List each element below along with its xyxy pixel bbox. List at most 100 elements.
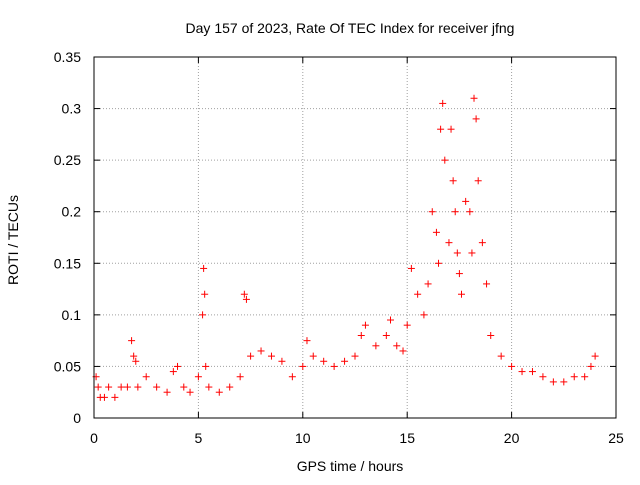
data-point	[591, 352, 599, 360]
data-point	[123, 383, 131, 391]
data-point	[128, 337, 136, 345]
data-point	[240, 290, 248, 298]
y-tick-label: 0.05	[54, 358, 81, 374]
data-point	[424, 280, 432, 288]
plot-frame	[93, 56, 617, 419]
data-point	[236, 373, 244, 381]
data-point	[226, 383, 234, 391]
data-point	[215, 388, 223, 396]
data-point	[439, 99, 447, 107]
data-point	[299, 362, 307, 370]
data-point	[320, 357, 328, 365]
data-point	[403, 321, 411, 329]
data-point	[453, 249, 461, 257]
data-point	[539, 373, 547, 381]
data-point	[451, 208, 459, 216]
x-tick-label: 15	[399, 430, 415, 446]
data-point	[200, 264, 208, 272]
data-point	[169, 368, 177, 376]
data-point	[560, 378, 568, 386]
data-point	[105, 383, 113, 391]
data-point	[382, 331, 390, 339]
data-point	[528, 368, 536, 376]
data-point	[134, 383, 142, 391]
x-tick-label: 5	[195, 430, 203, 446]
data-point	[100, 393, 108, 401]
data-point	[472, 115, 480, 123]
data-point	[441, 156, 449, 164]
tick-layer	[93, 56, 617, 419]
data-point	[455, 270, 463, 278]
data-point	[351, 352, 359, 360]
data-point	[153, 383, 161, 391]
x-axis-label: GPS time / hours	[297, 458, 404, 474]
data-point	[581, 373, 589, 381]
data-point	[267, 352, 275, 360]
data-layer	[92, 94, 599, 401]
y-tick-label: 0.3	[62, 101, 82, 117]
y-axis-label: ROTI / TECUs	[5, 195, 21, 285]
y-tick-label: 0.2	[62, 204, 82, 220]
data-point	[202, 362, 210, 370]
data-point	[94, 383, 102, 391]
data-point	[508, 362, 516, 370]
data-point	[549, 378, 557, 386]
data-point	[587, 362, 595, 370]
data-point	[132, 357, 140, 365]
x-tick-label: 10	[295, 430, 311, 446]
data-point	[435, 259, 443, 267]
data-point	[341, 357, 349, 365]
label-layer: 0 5 10 15 20 25 0 0.05 0.1 0.15 0.2 0.25 0.3 0.35	[54, 49, 624, 446]
data-point	[457, 290, 465, 298]
data-point	[462, 197, 470, 205]
data-point	[518, 368, 526, 376]
data-point	[407, 264, 415, 272]
data-point	[445, 239, 453, 247]
data-point	[174, 362, 182, 370]
x-tick-label: 20	[504, 430, 520, 446]
data-point	[257, 347, 265, 355]
data-point	[194, 373, 202, 381]
data-point	[470, 94, 478, 102]
data-point	[186, 388, 194, 396]
y-tick-label: 0.25	[54, 152, 81, 168]
y-tick-label: 0	[73, 410, 81, 426]
data-point	[432, 228, 440, 236]
data-point	[478, 239, 486, 247]
data-point	[428, 208, 436, 216]
data-point	[497, 352, 505, 360]
data-point	[393, 342, 401, 350]
data-point	[357, 331, 365, 339]
data-point	[447, 125, 455, 133]
data-point	[466, 208, 474, 216]
data-point	[205, 383, 213, 391]
data-point	[130, 352, 138, 360]
data-point	[111, 393, 119, 401]
data-point	[330, 362, 338, 370]
chart-title: Day 157 of 2023, Rate Of TEC Index for r…	[186, 20, 515, 36]
data-point	[247, 352, 255, 360]
data-point	[309, 352, 317, 360]
data-point	[278, 357, 286, 365]
data-point	[201, 290, 209, 298]
data-point	[414, 290, 422, 298]
data-point	[372, 342, 380, 350]
y-tick-label: 0.15	[54, 255, 81, 271]
data-point	[468, 249, 476, 257]
data-point	[142, 373, 150, 381]
y-tick-label: 0.35	[54, 49, 81, 65]
y-tick-label: 0.1	[62, 307, 82, 323]
data-point	[437, 125, 445, 133]
data-point	[386, 316, 394, 324]
data-point	[303, 337, 311, 345]
data-point	[570, 373, 578, 381]
data-point	[361, 321, 369, 329]
data-point	[242, 295, 250, 303]
data-point	[474, 177, 482, 185]
data-point	[420, 311, 428, 319]
data-point	[180, 383, 188, 391]
data-point	[288, 373, 296, 381]
data-point	[483, 280, 491, 288]
